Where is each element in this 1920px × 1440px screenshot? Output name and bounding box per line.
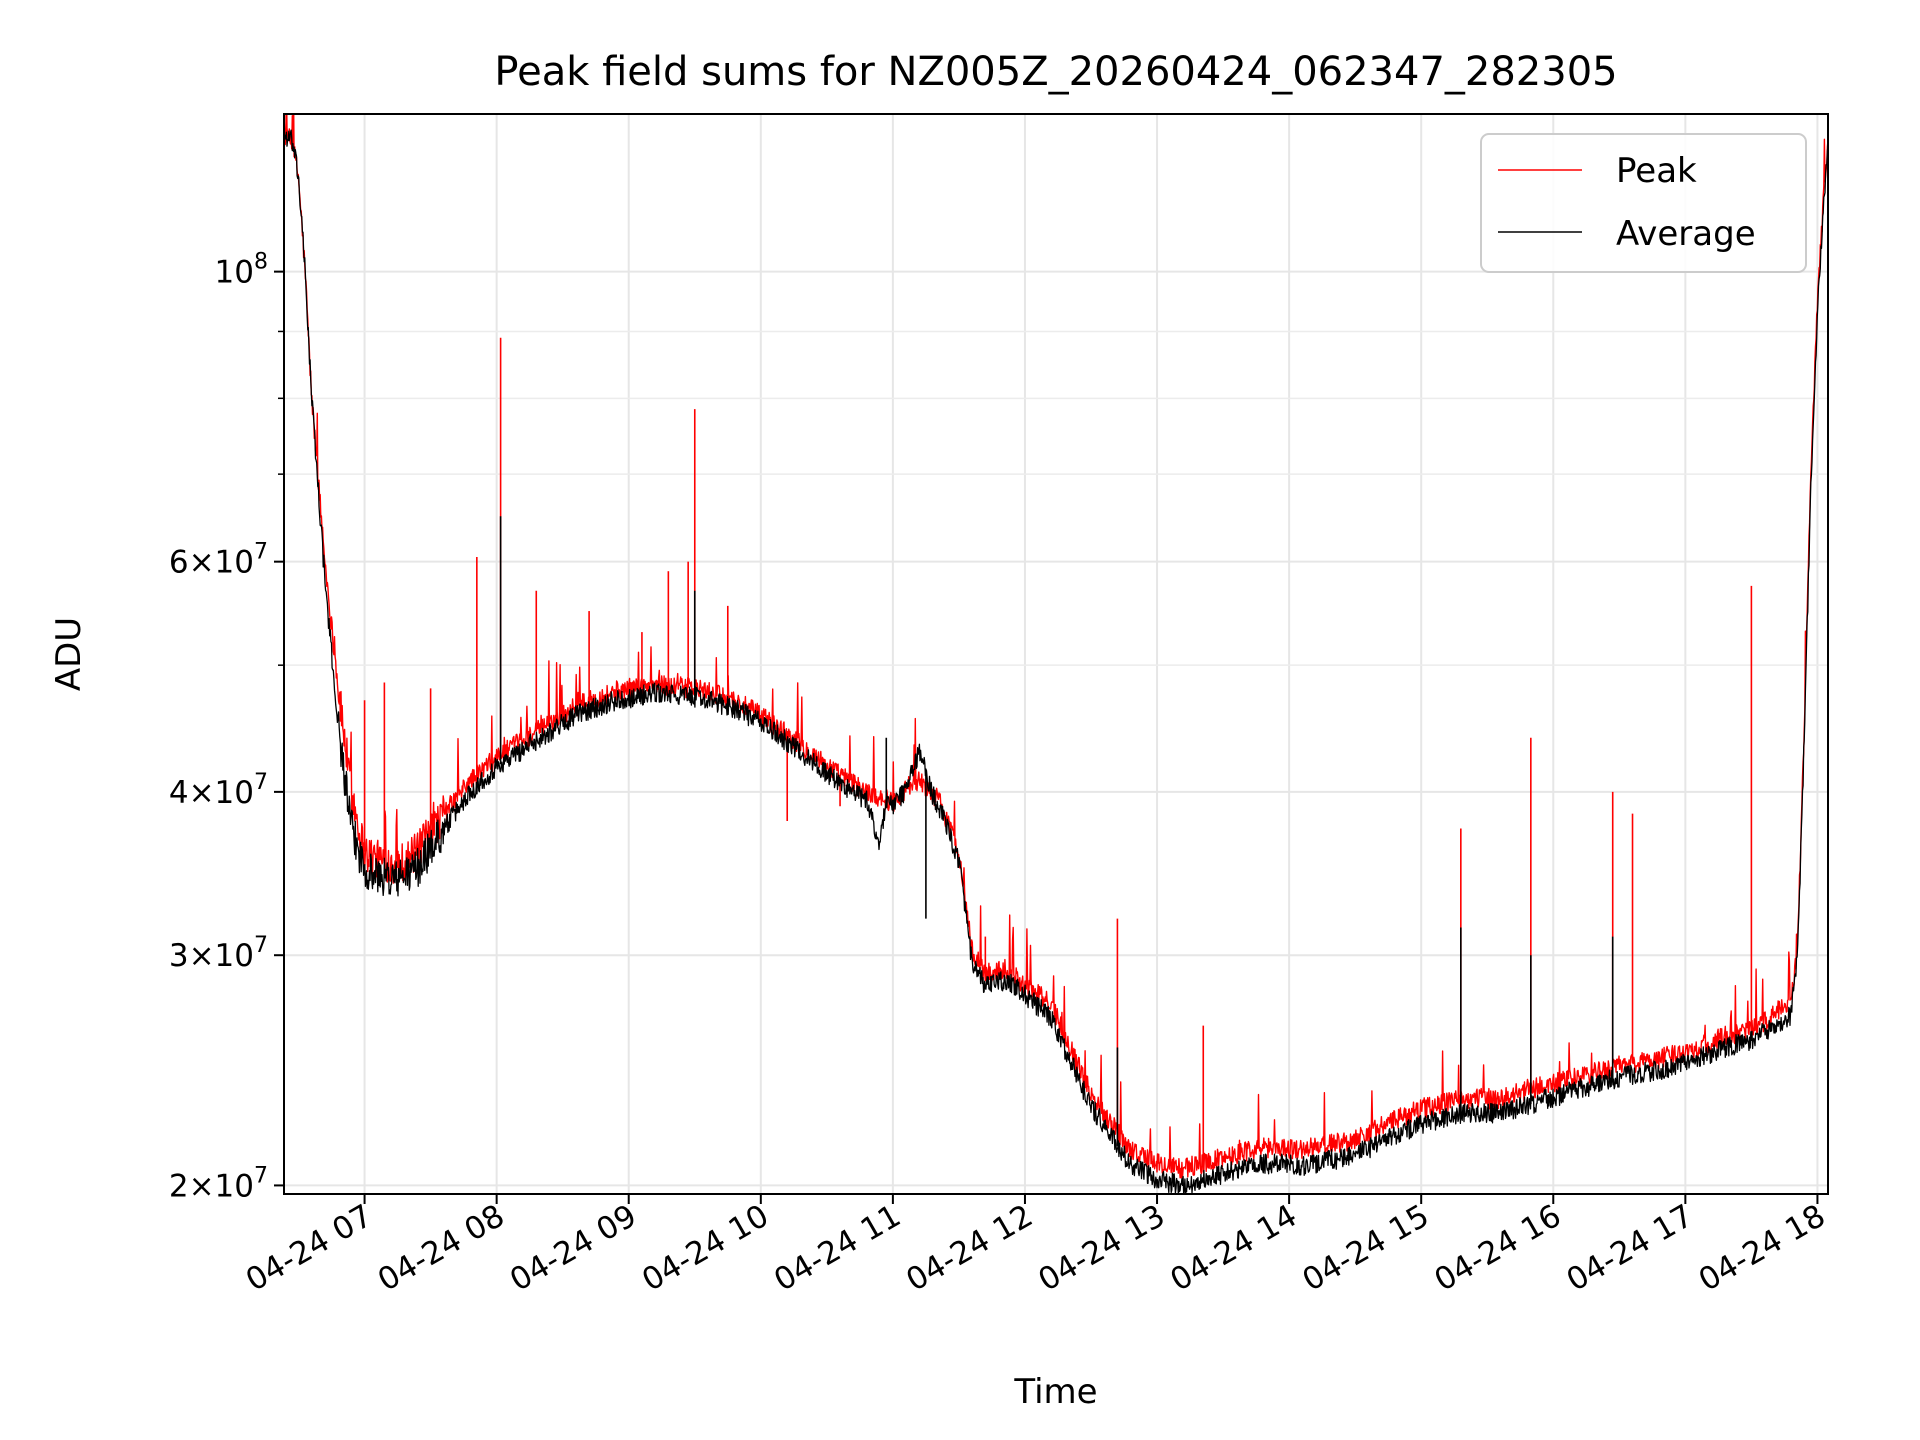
- y-tick-exponent: 8: [254, 250, 268, 275]
- y-tick-label: 108: [215, 250, 268, 291]
- x-axis-label: Time: [1013, 1372, 1097, 1412]
- grid: [284, 114, 1828, 1194]
- y-tick-label: 4×107: [169, 770, 268, 811]
- chart-title: Peak field sums for NZ005Z_20260424_0623…: [494, 49, 1617, 95]
- legend-label-peak: Peak: [1616, 151, 1697, 191]
- plot-frame: [283, 113, 1829, 1195]
- legend-label-average: Average: [1616, 214, 1756, 254]
- y-tick-base: 6×10: [169, 545, 254, 581]
- y-tick-label: 3×107: [169, 933, 268, 974]
- y-tick-exponent: 7: [254, 770, 268, 795]
- series-line-average: [284, 129, 1828, 1194]
- legend: Peak Average: [1480, 133, 1807, 273]
- y-tick-exponent: 7: [254, 1163, 268, 1188]
- y-tick-label: 6×107: [169, 540, 268, 581]
- y-tick-base: 10: [215, 255, 254, 291]
- y-tick-base: 2×10: [169, 1168, 254, 1204]
- y-tick-exponent: 7: [254, 933, 268, 958]
- y-tick-base: 3×10: [169, 938, 254, 974]
- y-tick-label: 2×107: [169, 1163, 268, 1204]
- series-layer: [284, 114, 1828, 1194]
- y-tick-exponent: 7: [254, 540, 268, 565]
- series-line-peak: [284, 114, 1828, 1179]
- y-tick-base: 4×10: [169, 775, 254, 811]
- legend-box: [1480, 133, 1807, 273]
- y-axis-label: ADU: [49, 617, 89, 691]
